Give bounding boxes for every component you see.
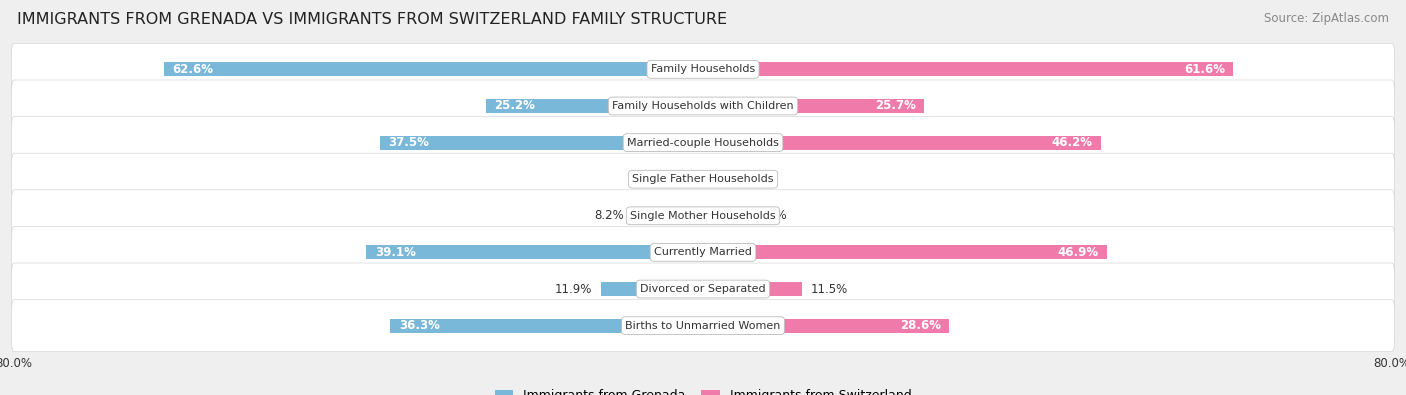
Bar	[686, 172, 703, 186]
Bar	[633, 209, 703, 223]
Bar	[486, 99, 703, 113]
Text: 11.5%: 11.5%	[811, 282, 848, 295]
FancyBboxPatch shape	[11, 190, 1395, 242]
Text: Source: ZipAtlas.com: Source: ZipAtlas.com	[1264, 12, 1389, 25]
FancyBboxPatch shape	[11, 153, 1395, 205]
Text: 11.9%: 11.9%	[554, 282, 592, 295]
FancyBboxPatch shape	[11, 263, 1395, 315]
Legend: Immigrants from Grenada, Immigrants from Switzerland: Immigrants from Grenada, Immigrants from…	[489, 384, 917, 395]
Text: Single Mother Households: Single Mother Households	[630, 211, 776, 221]
Bar	[703, 172, 720, 186]
Text: 61.6%: 61.6%	[1184, 63, 1225, 76]
Bar	[703, 135, 1101, 150]
FancyBboxPatch shape	[11, 226, 1395, 278]
Bar	[703, 99, 924, 113]
Text: 25.7%: 25.7%	[875, 100, 915, 113]
FancyBboxPatch shape	[11, 300, 1395, 352]
Text: Married-couple Households: Married-couple Households	[627, 137, 779, 148]
Text: 2.0%: 2.0%	[728, 173, 759, 186]
FancyBboxPatch shape	[11, 80, 1395, 132]
Bar	[703, 209, 748, 223]
Bar	[703, 319, 949, 333]
Bar	[165, 62, 703, 76]
Text: Family Households with Children: Family Households with Children	[612, 101, 794, 111]
Bar	[703, 62, 1233, 76]
Text: 2.0%: 2.0%	[647, 173, 678, 186]
Bar	[703, 282, 801, 296]
Text: Divorced or Separated: Divorced or Separated	[640, 284, 766, 294]
Text: 39.1%: 39.1%	[375, 246, 416, 259]
Text: IMMIGRANTS FROM GRENADA VS IMMIGRANTS FROM SWITZERLAND FAMILY STRUCTURE: IMMIGRANTS FROM GRENADA VS IMMIGRANTS FR…	[17, 12, 727, 27]
Text: 46.2%: 46.2%	[1052, 136, 1092, 149]
Text: 36.3%: 36.3%	[399, 319, 440, 332]
Text: Currently Married: Currently Married	[654, 247, 752, 258]
Text: Single Father Households: Single Father Households	[633, 174, 773, 184]
Text: 28.6%: 28.6%	[900, 319, 941, 332]
Text: 62.6%: 62.6%	[173, 63, 214, 76]
Bar	[600, 282, 703, 296]
Bar	[367, 245, 703, 260]
Text: 37.5%: 37.5%	[388, 136, 430, 149]
Text: 46.9%: 46.9%	[1057, 246, 1098, 259]
Text: 80.0%: 80.0%	[1374, 357, 1406, 370]
Bar	[391, 319, 703, 333]
FancyBboxPatch shape	[11, 117, 1395, 169]
Text: 80.0%: 80.0%	[0, 357, 32, 370]
Text: Births to Unmarried Women: Births to Unmarried Women	[626, 321, 780, 331]
Text: 8.2%: 8.2%	[593, 209, 624, 222]
Text: 5.3%: 5.3%	[758, 209, 787, 222]
FancyBboxPatch shape	[11, 43, 1395, 95]
Bar	[703, 245, 1107, 260]
Text: 25.2%: 25.2%	[495, 100, 536, 113]
Text: Family Households: Family Households	[651, 64, 755, 74]
Bar	[380, 135, 703, 150]
